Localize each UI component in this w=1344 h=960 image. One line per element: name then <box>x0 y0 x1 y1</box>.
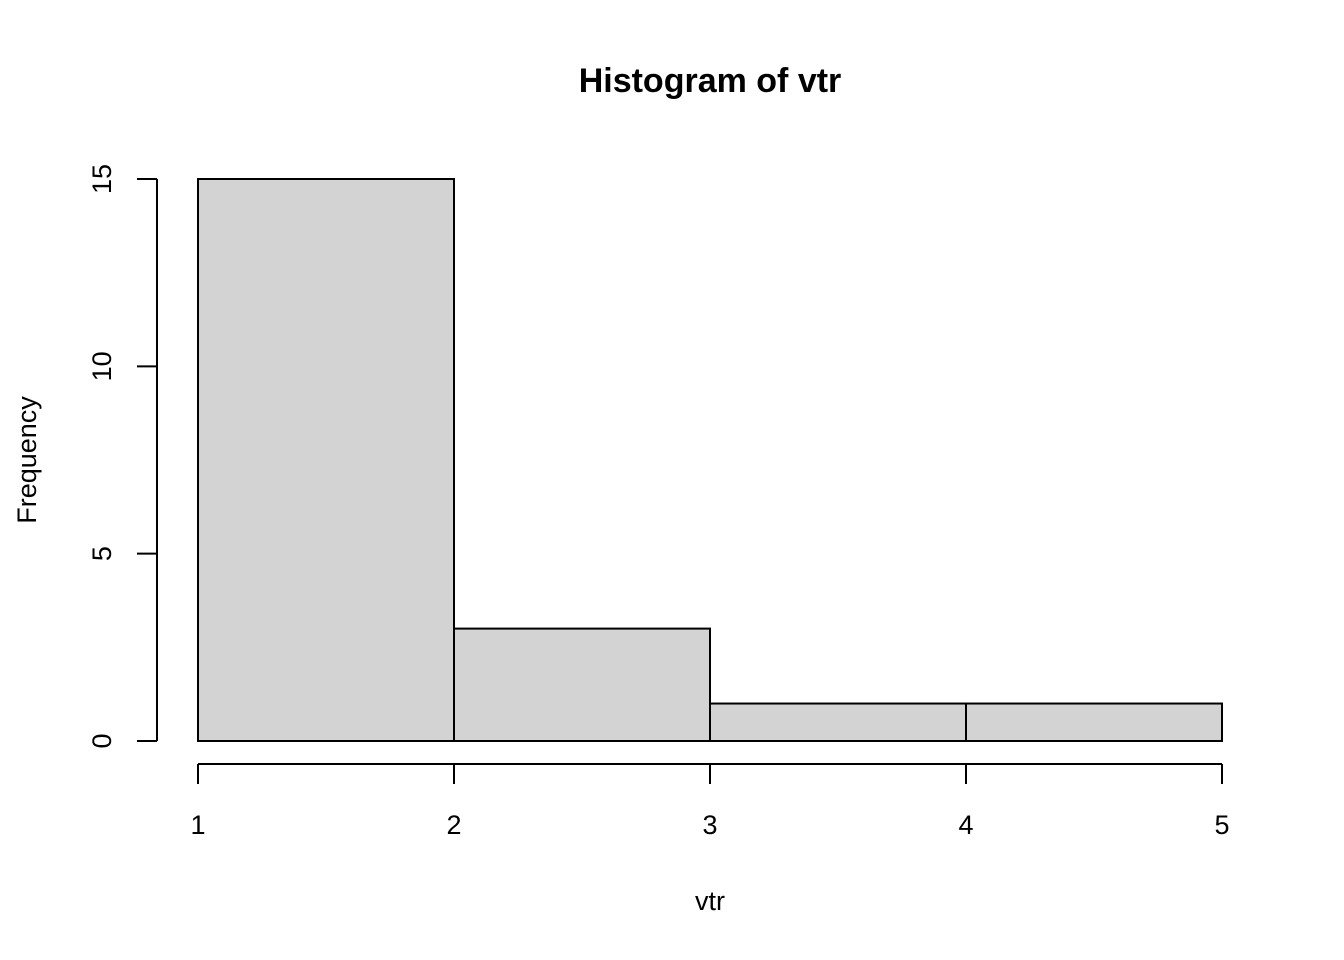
y-tick-label-10: 10 <box>87 351 117 381</box>
histogram-bar-2 <box>453 627 711 742</box>
x-tick-label-1: 1 <box>190 810 205 840</box>
y-tick-label-15: 15 <box>87 164 117 194</box>
x-tick-label-2: 2 <box>446 810 461 840</box>
y-axis: 0 5 10 15 <box>87 164 158 749</box>
x-tick-label-5: 5 <box>1214 810 1229 840</box>
y-tick-label-0: 0 <box>87 733 117 748</box>
x-axis: 1 2 3 4 5 <box>190 763 1230 840</box>
x-axis-label: vtr <box>695 886 725 916</box>
chart-title: Histogram of vtr <box>579 62 842 100</box>
y-tick-label-5: 5 <box>87 546 117 561</box>
histogram-bar-3 <box>709 702 967 742</box>
x-tick-label-4: 4 <box>958 810 973 840</box>
y-axis-label: Frequency <box>12 396 42 524</box>
histogram-bar-1 <box>197 178 455 742</box>
bars-group <box>197 178 1223 742</box>
histogram-bar-4 <box>965 702 1223 742</box>
x-tick-label-3: 3 <box>702 810 717 840</box>
